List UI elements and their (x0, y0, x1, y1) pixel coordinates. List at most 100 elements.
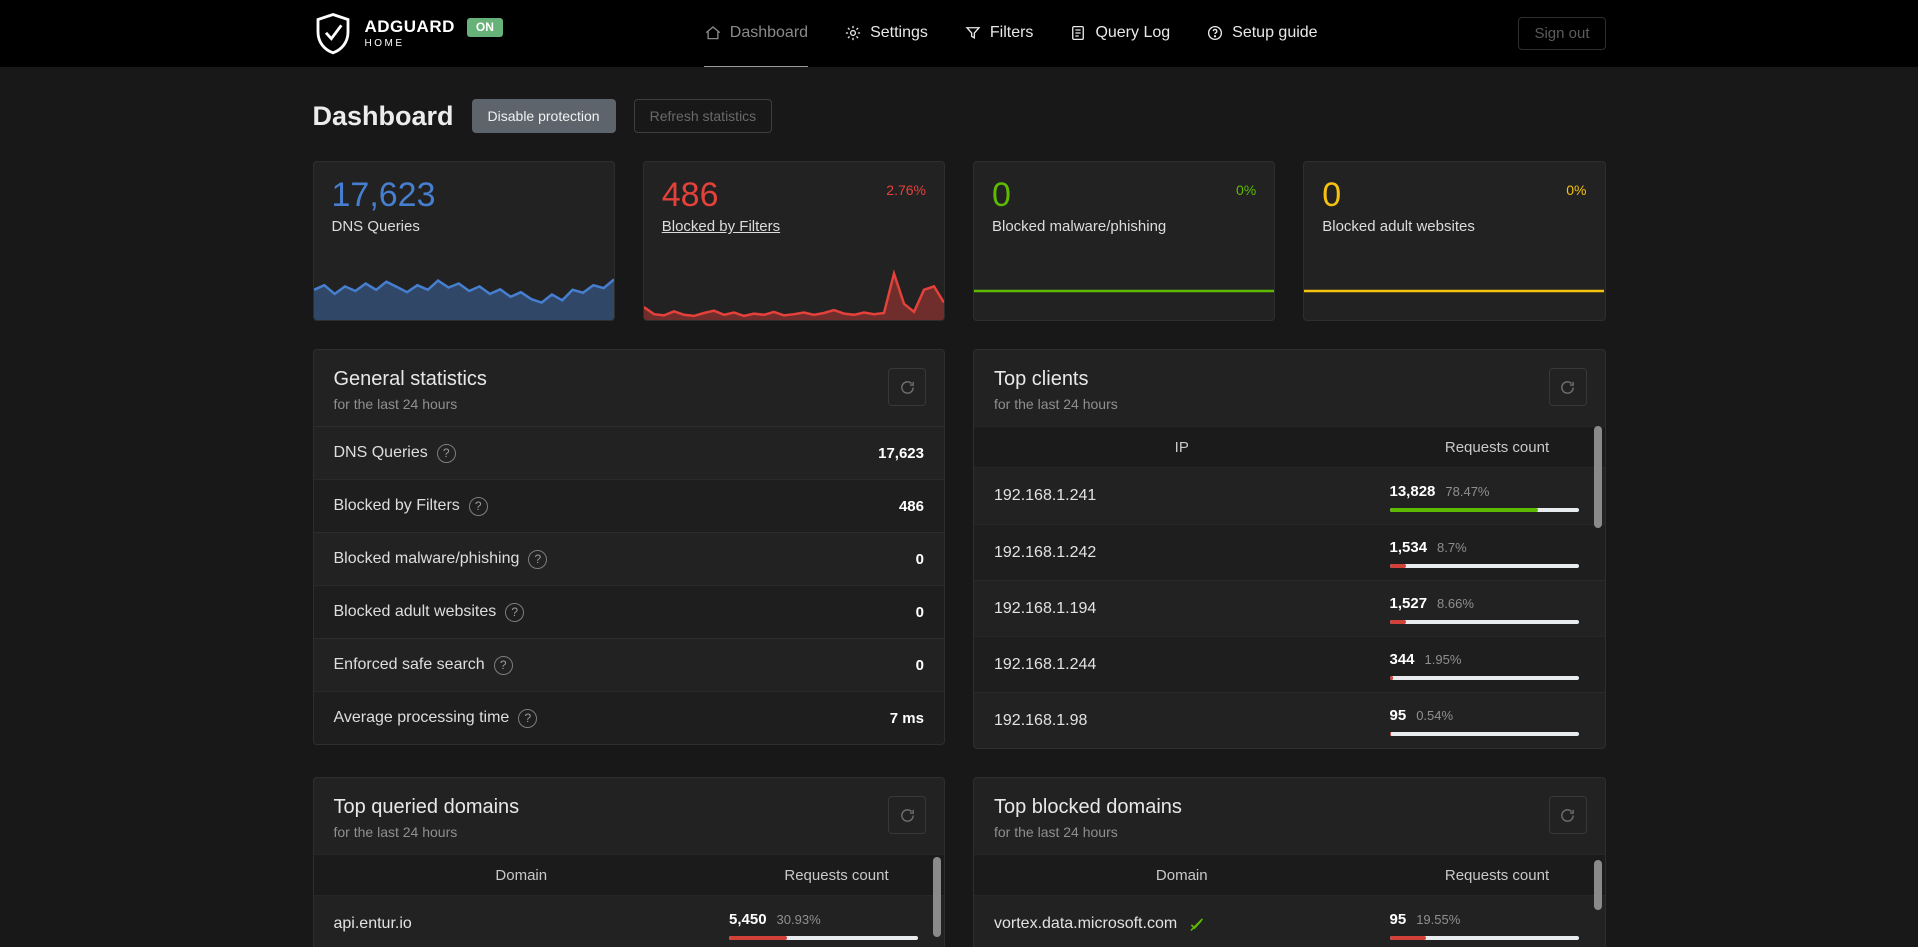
request-percent: 30.93% (776, 911, 821, 927)
table-row: 192.168.1.241 13,828 78.47% (974, 468, 1605, 524)
nav-item-setup-guide[interactable]: Setup guide (1206, 0, 1318, 67)
help-icon[interactable]: ? (518, 708, 538, 728)
main-nav: Dashboard Settings Filters Query Log Set… (703, 0, 1318, 67)
protection-status-badge: ON (466, 17, 503, 37)
sign-out-button[interactable]: Sign out (1518, 17, 1606, 50)
top-clients-panel: Top clients for the last 24 hours IP Req… (973, 349, 1606, 749)
domain-name[interactable]: api.entur.io (333, 915, 412, 932)
table-row: 192.168.1.194 1,527 8.66% (974, 580, 1605, 636)
gear-icon (845, 25, 861, 41)
column-header-domain: Domain (495, 866, 548, 884)
table-header: Domain Requests count (974, 854, 1605, 896)
unblock-icon[interactable] (1187, 915, 1206, 934)
table-row: 192.168.1.244 344 1.95% (974, 636, 1605, 692)
adguard-home-logo[interactable]: ADGUARD ON HOME (313, 12, 503, 56)
scrollbar-thumb[interactable] (1593, 860, 1602, 910)
column-header-requests: Requests count (1444, 438, 1550, 456)
blocked-filters-link[interactable]: Blocked by Filters (661, 218, 781, 236)
help-icon[interactable]: ? (528, 549, 548, 569)
progress-bar (1389, 732, 1579, 736)
panel-subtitle: for the last 24 hours (994, 396, 1118, 412)
help-icon[interactable]: ? (493, 655, 513, 675)
help-icon[interactable]: ? (468, 496, 488, 516)
top-navbar: ADGUARD ON HOME Dashboard Settings Filte… (0, 0, 1918, 67)
help-icon[interactable]: ? (505, 602, 525, 622)
refresh-icon (900, 380, 914, 394)
client-ip[interactable]: 192.168.1.194 (994, 599, 1097, 617)
request-percent: 8.7% (1437, 540, 1467, 555)
stat-row-blocked-adult: Blocked adult websites? 0 (313, 585, 944, 638)
scrollbar-thumb[interactable] (1593, 426, 1602, 528)
stat-card-dns-queries: 17,623 DNS Queries (312, 161, 615, 321)
dns-queries-value: 17,623 (331, 176, 436, 214)
top-clients-table: 192.168.1.241 13,828 78.47% 192.168.1.242… (974, 468, 1605, 748)
blocked-adult-sparkline (1304, 262, 1605, 320)
progress-bar (1389, 507, 1579, 512)
general-statistics-panel: General statistics for the last 24 hours… (312, 349, 945, 745)
nav-item-query-log[interactable]: Query Log (1069, 0, 1170, 67)
panel-title: Top clients (994, 368, 1089, 390)
blocked-filters-percent: 2.76% (886, 182, 926, 198)
table-row: 192.168.1.98 95 0.54% (974, 692, 1605, 748)
nav-item-settings[interactable]: Settings (844, 0, 928, 67)
general-statistics-list: DNS Queries? 17,623 Blocked by Filters? … (313, 426, 944, 744)
nav-item-filters[interactable]: Filters (964, 0, 1033, 67)
refresh-button[interactable] (888, 796, 926, 834)
column-header-domain: Domain (1155, 866, 1208, 884)
scrollbar-thumb[interactable] (933, 857, 941, 937)
dns-queries-label: DNS Queries (331, 218, 420, 236)
progress-bar (1389, 620, 1579, 624)
help-icon[interactable]: ? (436, 443, 456, 463)
progress-bar (1389, 676, 1579, 680)
column-header-requests: Requests count (1444, 866, 1550, 884)
refresh-statistics-button[interactable]: Refresh statistics (633, 99, 773, 133)
shield-icon (313, 12, 353, 56)
stat-row-dns-queries: DNS Queries? 17,623 (313, 426, 944, 479)
column-header-ip: IP (1174, 438, 1189, 456)
stat-cards-row: 17,623 DNS Queries 486 2.76% Blocked by … (312, 161, 1606, 321)
nav-item-dashboard[interactable]: Dashboard (703, 0, 809, 67)
client-ip[interactable]: 192.168.1.242 (994, 543, 1097, 561)
disable-protection-button[interactable]: Disable protection (471, 99, 616, 133)
request-count: 95 (1389, 910, 1407, 928)
blocked-filters-value: 486 (661, 176, 719, 214)
refresh-button[interactable] (1548, 368, 1587, 406)
client-ip[interactable]: 192.168.1.241 (994, 487, 1097, 504)
panel-title: Top queried domains (333, 796, 520, 818)
stat-row-safe-search: Enforced safe search? 0 (313, 638, 944, 691)
request-count: 1,527 (1389, 595, 1428, 612)
top-blocked-domains-panel: Top blocked domains for the last 24 hour… (973, 777, 1606, 947)
progress-bar (1389, 564, 1579, 568)
table-header: IP Requests count (974, 426, 1605, 468)
refresh-icon (1561, 380, 1574, 394)
request-count: 13,828 (1389, 482, 1436, 500)
table-row: vortex.data.microsoft.com 95 19.55% (974, 896, 1605, 947)
page-header: Dashboard Disable protection Refresh sta… (313, 99, 1606, 133)
blocked-malware-percent: 0% (1236, 182, 1257, 198)
stat-card-blocked-malware: 0 0% Blocked malware/phishing (973, 161, 1276, 321)
table-row: 192.168.1.242 1,534 8.7% (974, 524, 1605, 580)
domain-name[interactable]: vortex.data.microsoft.com (994, 915, 1178, 932)
refresh-icon (1561, 808, 1574, 822)
client-ip[interactable]: 192.168.1.244 (994, 655, 1097, 673)
request-percent: 1.95% (1424, 652, 1462, 667)
request-percent: 78.47% (1445, 483, 1490, 499)
stat-card-blocked-adult: 0 0% Blocked adult websites (1303, 161, 1606, 321)
refresh-button[interactable] (1548, 796, 1587, 834)
blocked-malware-sparkline (974, 262, 1274, 320)
brand-name: ADGUARD (364, 17, 455, 37)
home-icon (705, 26, 720, 40)
refresh-button[interactable] (888, 368, 926, 406)
request-percent: 8.66% (1437, 596, 1474, 611)
funnel-icon (965, 27, 981, 40)
request-count: 95 (1389, 707, 1407, 724)
blocked-adult-value: 0 (1322, 176, 1342, 214)
table-header: Domain Requests count (313, 854, 944, 896)
stat-row-blocked-filters: Blocked by Filters? 486 (313, 479, 944, 532)
progress-bar (1389, 935, 1579, 940)
request-count: 1,534 (1389, 539, 1428, 556)
client-ip[interactable]: 192.168.1.98 (994, 711, 1088, 729)
top-queried-domains-table: api.entur.io 5,450 30.93% (314, 896, 945, 947)
request-percent: 0.54% (1416, 708, 1454, 723)
panel-title: Top blocked domains (994, 796, 1182, 818)
